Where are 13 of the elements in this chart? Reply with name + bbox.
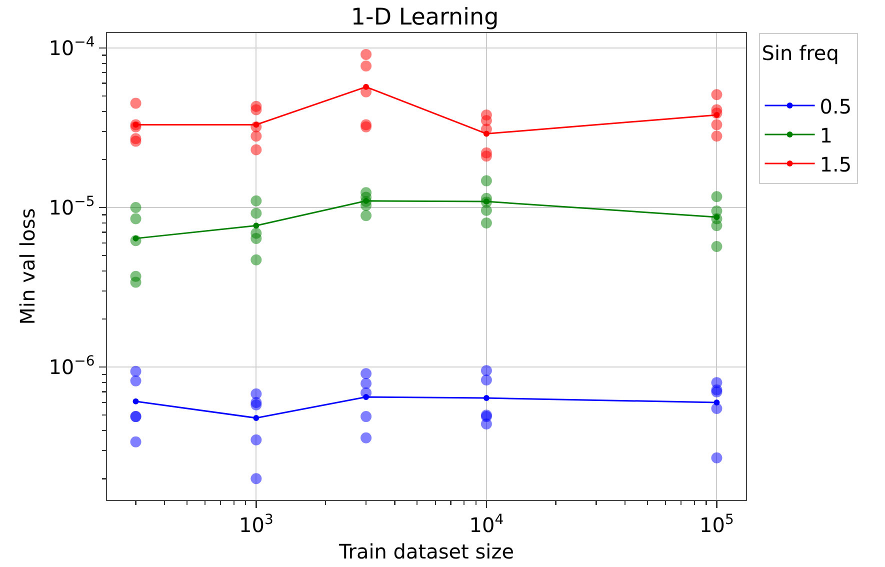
x-tick-label: 10$^{5}$ — [700, 512, 734, 538]
y-tick-label: 10$^{−6}$ — [48, 354, 95, 380]
x-axis-title: Train dataset size — [338, 540, 514, 564]
legend-title: Sin freq — [762, 41, 839, 65]
x-tick-label: 10$^{4}$ — [469, 512, 504, 538]
x-tick-label: 10$^{3}$ — [238, 512, 274, 538]
y-axis-title: Min val loss — [15, 208, 40, 325]
y-tick-label: 10$^{−4}$ — [48, 34, 95, 60]
y-tick-label: 10$^{−5}$ — [48, 194, 95, 220]
chart-title: 1-D Learning — [350, 4, 499, 31]
legend-label: 0.5 — [820, 94, 852, 118]
legend-label: 1 — [820, 123, 833, 148]
legend-label: 1.5 — [820, 152, 852, 176]
